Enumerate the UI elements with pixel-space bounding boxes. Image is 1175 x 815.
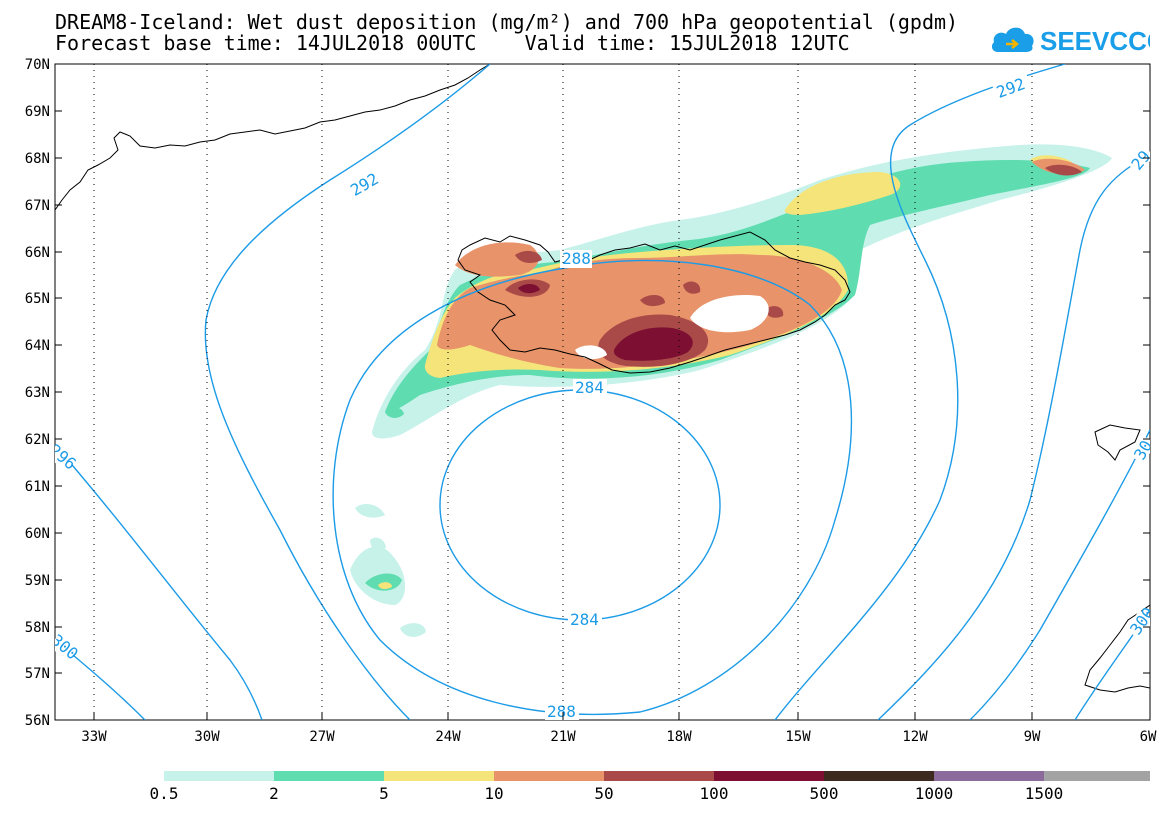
lat-label: 65N xyxy=(25,291,50,307)
colorbar-label: 1500 xyxy=(1024,784,1064,803)
graticule xyxy=(93,64,1033,720)
lon-label: 6W xyxy=(1140,729,1157,745)
contour-292-east xyxy=(774,64,1066,720)
deposition-level-100 xyxy=(613,327,693,361)
lat-label: 68N xyxy=(25,151,50,167)
colorbar-label: 5 xyxy=(379,784,389,803)
coastlines xyxy=(55,64,1150,693)
map-subtitle-times: Forecast base time: 14JUL2018 00UTC Vali… xyxy=(55,31,850,55)
contour-label: 30 xyxy=(1130,437,1156,463)
contour-label: 284 xyxy=(575,378,604,397)
contour-label: 29 xyxy=(1127,147,1154,174)
lon-label: 30W xyxy=(194,729,220,745)
faroe-islands xyxy=(1094,424,1141,461)
map-title: DREAM8-Iceland: Wet dust deposition (mg/… xyxy=(55,10,959,34)
contour-296-east xyxy=(877,154,1150,720)
lon-label: 9W xyxy=(1024,729,1041,745)
scotland-coastline xyxy=(1084,604,1150,693)
lat-label: 67N xyxy=(25,198,50,214)
lon-label: 27W xyxy=(309,729,335,745)
lat-label: 64N xyxy=(25,338,50,354)
lat-label: 56N xyxy=(25,713,50,729)
lat-label: 59N xyxy=(25,573,50,589)
lat-label: 70N xyxy=(25,57,50,73)
colorbar-label: 500 xyxy=(809,784,839,803)
contour-296-west xyxy=(55,444,263,720)
axis-ticks xyxy=(55,63,1150,720)
lat-label: 57N xyxy=(25,666,50,682)
lat-label: 61N xyxy=(25,479,50,495)
lat-label: 69N xyxy=(25,104,50,120)
lon-label: 33W xyxy=(81,729,107,745)
contour-300-east xyxy=(969,429,1150,720)
seevccc-logo: SEEVCCC xyxy=(991,26,1150,56)
lon-label: 24W xyxy=(435,729,461,745)
lat-label: 63N xyxy=(25,385,50,401)
colorbar-label: 0.5 xyxy=(149,784,179,803)
contour-label: 288 xyxy=(547,702,576,721)
greenland-coastline xyxy=(55,64,491,211)
contour-label: 284 xyxy=(570,610,599,629)
lat-label: 66N xyxy=(25,245,50,261)
lat-label: 60N xyxy=(25,526,50,542)
contour-292 xyxy=(204,64,491,720)
logo-text: SEEVCCC xyxy=(1040,26,1150,56)
cloud-icon xyxy=(991,27,1034,52)
colorbar-label: 2 xyxy=(269,784,279,803)
lon-label: 21W xyxy=(550,729,576,745)
iceland-coastline xyxy=(457,231,851,374)
lat-label: 58N xyxy=(25,620,50,636)
lon-label: 15W xyxy=(785,729,811,745)
lon-label: 12W xyxy=(902,729,928,745)
colorbar-label: 10 xyxy=(484,784,504,803)
colorbar-label: 100 xyxy=(699,784,729,803)
dust-deposition-field xyxy=(350,144,1112,637)
contour-label: 288 xyxy=(562,249,591,268)
lon-label: 18W xyxy=(666,729,692,745)
contour-288 xyxy=(332,259,853,715)
colorbar-label: 50 xyxy=(594,784,614,803)
colorbar-label: 1000 xyxy=(914,784,954,803)
lat-label: 62N xyxy=(25,432,50,448)
